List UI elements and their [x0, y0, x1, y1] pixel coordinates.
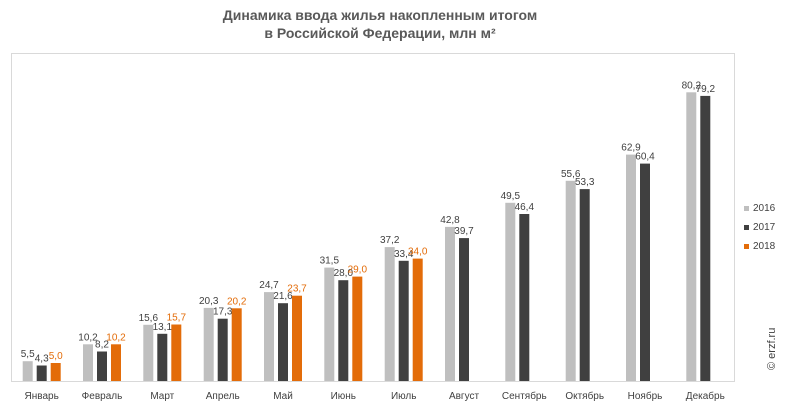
- data-label-2016-2: 10,2: [78, 332, 98, 343]
- data-label-2016-11: 62,9: [621, 143, 641, 154]
- data-label-2018-5: 23,7: [287, 284, 307, 295]
- bar-2016-4: [203, 307, 214, 381]
- bar-2018-3: [171, 324, 182, 381]
- data-label-2017-4: 17,3: [213, 307, 233, 318]
- x-axis-line: [11, 381, 735, 382]
- data-label-2017-9: 46,4: [515, 202, 535, 213]
- bar-2017-4: [217, 318, 228, 381]
- data-label-2017-7: 33,4: [394, 249, 414, 260]
- bar-2016-2: [83, 344, 93, 381]
- data-label-2018-6: 29,0: [348, 265, 368, 276]
- bar-2017-5: [278, 303, 288, 381]
- data-label-2017-11: 60,4: [635, 152, 655, 163]
- x-tick-label: Декабрь: [686, 390, 725, 402]
- plot-area: [11, 53, 735, 381]
- data-label-2017-3: 13,1: [153, 322, 173, 333]
- legend-swatch-2017: [744, 225, 749, 230]
- data-label-2016-5: 24,7: [259, 280, 279, 291]
- legend-item-2017: 2017: [744, 218, 775, 237]
- legend-label-2016: 2016: [753, 203, 776, 214]
- data-label-2016-1: 5,5: [21, 349, 35, 360]
- x-tick-label: Октябрь: [565, 390, 604, 402]
- bar-2017-9: [519, 214, 530, 381]
- bar-2017-2: [97, 351, 107, 381]
- bar-2018-7: [412, 258, 423, 381]
- bar-2016-12: [686, 92, 697, 382]
- bar-2017-12: [700, 95, 711, 382]
- data-label-2018-2: 10,2: [106, 332, 126, 343]
- bar-2017-10: [579, 189, 590, 381]
- data-label-2016-7: 37,2: [380, 235, 400, 246]
- data-label-2016-6: 31,5: [320, 256, 340, 267]
- data-label-2017-5: 21,6: [273, 291, 293, 302]
- bar-2018-4: [231, 308, 242, 381]
- bar-2018-5: [292, 295, 302, 381]
- chart-title-line2: в Российской Федерации, млн м²: [264, 25, 496, 41]
- bar-2017-6: [338, 280, 349, 381]
- x-tick-label: Сентябрь: [502, 390, 547, 402]
- bar-2016-3: [143, 324, 154, 381]
- legend-swatch-2016: [744, 206, 749, 211]
- bar-2018-2: [111, 344, 121, 381]
- bar-2018-6: [352, 276, 363, 381]
- data-label-2017-12: 79,2: [696, 84, 716, 95]
- watermark: © erzf.ru: [766, 327, 778, 370]
- bar-2017-1: [36, 365, 47, 381]
- bar-2016-7: [384, 247, 395, 381]
- bar-2016-1: [22, 361, 33, 381]
- data-label-2017-1: 4,3: [35, 354, 49, 365]
- data-label-2017-8: 39,7: [454, 226, 474, 237]
- bar-2016-9: [505, 202, 516, 381]
- data-label-2017-10: 53,3: [575, 177, 595, 188]
- legend-swatch-2018: [744, 244, 749, 249]
- data-label-2018-4: 20,2: [227, 296, 247, 307]
- data-label-2016-3: 15,6: [139, 313, 159, 324]
- x-tick-label: Июль: [391, 391, 417, 402]
- bar-2016-5: [264, 292, 274, 381]
- bar-2017-8: [459, 238, 469, 381]
- x-tick-label: Июнь: [331, 391, 356, 402]
- x-tick-label: Август: [449, 391, 480, 402]
- bar-2017-7: [398, 260, 409, 381]
- bar-2017-11: [640, 163, 650, 381]
- data-label-2016-10: 55,6: [561, 169, 581, 180]
- bar-2016-11: [626, 154, 636, 381]
- legend-item-2016: 2016: [744, 199, 775, 218]
- bar-2016-10: [565, 180, 576, 381]
- chart-title: Динамика ввода жилья накопленным итогом …: [0, 6, 760, 42]
- x-tick-label: Март: [150, 391, 174, 402]
- x-tick-label: Февраль: [82, 391, 123, 402]
- data-label-2017-6: 28,0: [334, 268, 354, 279]
- data-label-2016-8: 42,8: [440, 215, 460, 226]
- bar-2017-3: [157, 333, 168, 381]
- x-tick-label: Апрель: [206, 391, 240, 402]
- bar-2016-8: [445, 226, 455, 381]
- data-label-2017-2: 8,2: [95, 340, 109, 351]
- bar-2016-6: [324, 267, 335, 381]
- x-tick-label: Январь: [25, 391, 59, 402]
- x-tick-label: Ноябрь: [628, 390, 663, 402]
- chart-title-line1: Динамика ввода жилья накопленным итогом: [222, 7, 538, 23]
- legend-label-2018: 2018: [753, 241, 776, 252]
- data-label-2018-7: 34,0: [408, 247, 428, 258]
- data-label-2018-1: 5,0: [49, 351, 63, 362]
- data-label-2016-9: 49,5: [501, 191, 521, 202]
- legend: 2016 2017 2018: [744, 199, 775, 256]
- data-label-2016-4: 20,3: [199, 296, 219, 307]
- legend-item-2018: 2018: [744, 237, 775, 256]
- data-label-2018-3: 15,7: [167, 313, 187, 324]
- x-tick-label: Май: [273, 391, 293, 402]
- bar-2018-1: [50, 363, 61, 381]
- data-label-2016-12: 80,2: [682, 80, 702, 91]
- legend-label-2017: 2017: [753, 222, 776, 233]
